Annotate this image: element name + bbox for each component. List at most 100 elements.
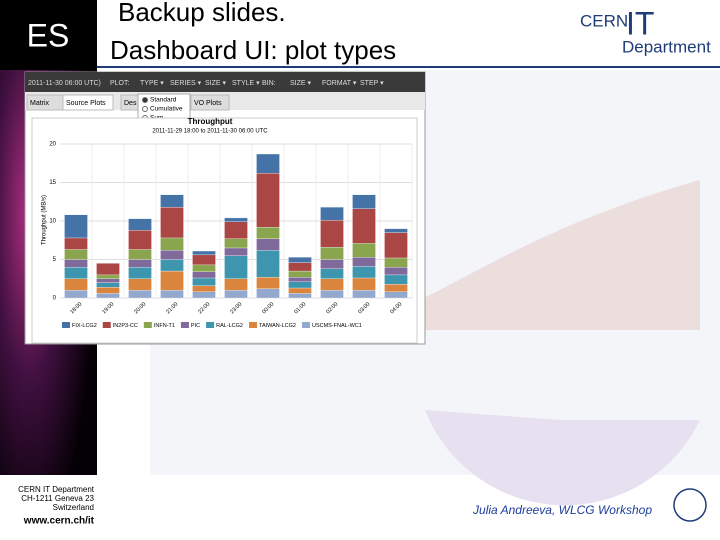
tab[interactable]	[62, 94, 114, 111]
bar-segment	[96, 274, 120, 279]
bar-segment	[64, 290, 88, 299]
bar-segment	[320, 247, 344, 260]
bar-segment	[64, 249, 88, 260]
legend-swatch	[143, 322, 152, 328]
bar-segment	[384, 283, 408, 292]
bar-segment	[384, 267, 408, 276]
y-tick-label: 5	[53, 257, 57, 263]
tab-label[interactable]: Matrix	[30, 100, 50, 107]
legend-label[interactable]: USCMS-FNAL-WC1	[312, 323, 362, 329]
footer-address: CH-1211 Geneva 23	[21, 494, 94, 503]
bar-segment	[224, 278, 248, 291]
toolbar-item[interactable]: SIZE ▾	[290, 80, 312, 87]
toolbar-item: PLOT:	[110, 80, 130, 87]
bar-segment	[192, 285, 216, 292]
bar-segment	[288, 270, 312, 278]
bar-segment	[256, 250, 280, 278]
bar-segment	[96, 282, 120, 288]
footer-url: www.cern.ch/it	[23, 516, 95, 527]
bar-segment	[352, 208, 376, 244]
tab-label[interactable]: VO Plots	[194, 100, 222, 107]
bar-segment	[192, 277, 216, 286]
bar-segment	[96, 293, 120, 299]
bar-segment	[384, 257, 408, 268]
legend-label[interactable]: TAIWAN-LCG2	[259, 323, 296, 329]
bar-segment	[224, 217, 248, 222]
y-axis-label: Throughput (MB/s)	[42, 195, 48, 245]
badge-bg	[0, 0, 97, 70]
y-tick-label: 15	[49, 180, 56, 186]
background-area	[420, 180, 700, 330]
bar-segment	[320, 220, 344, 248]
bar-segment	[192, 254, 216, 266]
toolbar-item[interactable]: SIZE ▾	[205, 80, 227, 87]
bar-segment	[288, 287, 312, 294]
bar-segment	[192, 264, 216, 272]
radio[interactable]	[142, 97, 148, 103]
bar-segment	[64, 267, 88, 279]
toolbar-item[interactable]: FORMAT ▾	[322, 80, 357, 87]
legend-swatch	[62, 322, 70, 328]
bar-segment	[128, 290, 152, 299]
menu-item[interactable]: Standard	[150, 97, 177, 104]
logo: Department	[622, 37, 711, 56]
toolbar-item[interactable]: TYPE ▾	[140, 80, 164, 87]
bar-segment	[96, 278, 120, 283]
logo: CERN	[580, 11, 628, 30]
bar-segment	[128, 230, 152, 250]
bar-segment	[192, 291, 216, 299]
footer-logo	[673, 488, 707, 522]
bar-segment	[192, 271, 216, 279]
tab-label[interactable]: Source Plots	[66, 100, 106, 107]
tab-label[interactable]: Des	[124, 100, 137, 107]
menu-item[interactable]: Cumulative	[150, 106, 183, 113]
bar-segment	[64, 237, 88, 250]
legend-label[interactable]: PIC	[191, 323, 200, 329]
bar-segment	[224, 290, 248, 299]
toolbar-item[interactable]: STYLE ▾	[232, 80, 260, 87]
bar-segment	[64, 259, 88, 268]
legend-swatch	[102, 322, 111, 328]
bar-segment	[384, 291, 408, 299]
tab[interactable]	[190, 94, 230, 111]
toolbar-item[interactable]: STEP ▾	[360, 80, 384, 87]
bar-segment	[288, 293, 312, 299]
legend-swatch	[206, 322, 215, 328]
radio[interactable]	[142, 106, 148, 112]
y-tick-label: 20	[49, 142, 56, 148]
legend-label[interactable]: INFN-T1	[154, 323, 175, 329]
bar-segment	[224, 238, 248, 249]
legend-label[interactable]: IN2P3-CC	[113, 323, 138, 329]
bar-segment	[64, 278, 88, 291]
bar-segment	[352, 266, 376, 279]
chart-title: Throughput	[188, 117, 233, 126]
bar-segment	[224, 247, 248, 256]
bar-segment	[256, 153, 280, 174]
bar-segment	[384, 232, 408, 259]
bar-segment	[160, 250, 184, 260]
legend-label[interactable]: RAL-LCG2	[216, 323, 243, 329]
bar-segment	[320, 278, 344, 291]
legend-swatch	[249, 322, 257, 328]
bar-segment	[288, 257, 312, 263]
bar-segment	[384, 274, 408, 285]
bar-segment	[224, 255, 248, 279]
bar-segment	[256, 277, 280, 289]
bar-segment	[288, 277, 312, 282]
bar-segment	[160, 206, 184, 239]
bar-segment	[128, 218, 152, 231]
legend-label[interactable]: FIX-LCG2	[72, 323, 97, 329]
bar-segment	[128, 249, 152, 260]
bar-segment	[160, 194, 184, 208]
bar-segment	[352, 243, 376, 258]
toolbar-item: 2011-11-30 06:00 UTC)	[28, 80, 101, 87]
bar-segment	[160, 259, 184, 272]
legend-swatch	[180, 322, 189, 328]
bar-segment	[64, 214, 88, 239]
toolbar-item[interactable]: SERIES ▾	[170, 80, 202, 87]
bar-segment	[128, 278, 152, 291]
title-line: Backup slides.	[118, 0, 286, 27]
bar-segment	[96, 263, 120, 276]
